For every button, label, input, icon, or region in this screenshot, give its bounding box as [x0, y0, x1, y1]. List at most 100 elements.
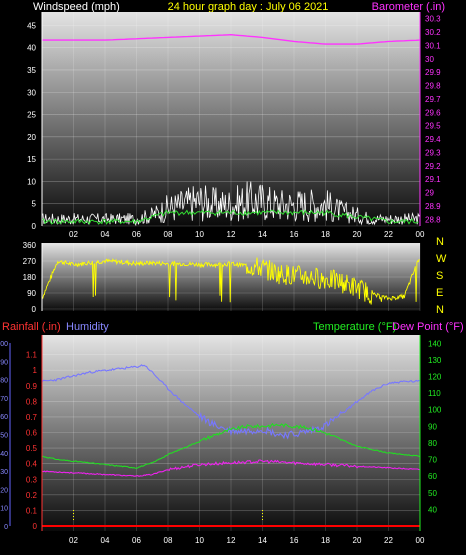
windspeed-tick-label: 5	[32, 200, 37, 209]
humidity-tick-label: 90	[0, 359, 8, 366]
time-tick-label: 02	[69, 230, 78, 239]
temp-hum-gridlines	[42, 335, 421, 531]
direction-degree-tick-labels: 0 90 180 270 360	[23, 241, 37, 314]
barometer-tick-label: 28.9	[425, 202, 441, 211]
time-tick-label: 22	[384, 230, 393, 239]
barometer-line	[42, 33, 421, 45]
time-tick-label: 06	[132, 230, 141, 239]
wind-baro-plot-area	[42, 12, 420, 226]
humidity-tick-label: 20	[0, 487, 8, 494]
windspeed-tick-label: 25	[27, 111, 36, 120]
temp-hum-series	[41, 364, 421, 527]
windspeed-tick-label: 15	[27, 155, 36, 164]
direction-tick-label: 0	[32, 305, 37, 314]
barometer-tick-label: 29.6	[425, 108, 441, 117]
temperature-tick-label: 40	[428, 505, 437, 514]
rainfall-tick-label: 1.1	[26, 351, 38, 360]
time-tick-label: 02	[69, 536, 78, 545]
time-tick-label: 04	[101, 230, 110, 239]
humidity-tick-label: 80	[0, 378, 8, 385]
rainfall-tick-label: 0.6	[26, 429, 38, 438]
temperature-tick-label: 80	[428, 439, 437, 448]
windspeed-tick-label: 10	[27, 177, 36, 186]
temperature-tick-label: 50	[428, 489, 437, 498]
windspeed-tick-label: 35	[27, 66, 36, 75]
time-tick-label: 20	[353, 230, 362, 239]
time-tick-label: 08	[164, 230, 173, 239]
wind-gust-line	[41, 181, 421, 227]
direction-tick-label: 90	[27, 289, 36, 298]
barometer-axis-title: Barometer (.in)	[372, 1, 445, 13]
barometer-tick-label: 29.3	[425, 148, 441, 157]
compass-label: W	[436, 253, 447, 265]
humidity-tick-labels: 0 10 20 30 40 50 60 70 80 90 100	[0, 341, 8, 531]
rainfall-tick-labels: 0 0.1 0.2 0.3 0.4 0.5 0.6 0.7 0.8 0.9 1 1.1	[26, 351, 38, 531]
temperature-tick-label: 110	[428, 389, 441, 398]
time-tick-label: 18	[321, 230, 330, 239]
time-tick-label: 12	[227, 230, 236, 239]
barometer-tick-label: 29.7	[425, 95, 441, 104]
rainfall-axis-title: Rainfall (.in)	[2, 321, 61, 333]
barometer-tick-label: 29	[425, 189, 434, 198]
barometer-tick-label: 28.8	[425, 215, 441, 224]
barometer-tick-label: 30.3	[425, 15, 441, 24]
windspeed-axis-title: Windspeed (mph)	[33, 1, 120, 13]
time-tick-label: 14	[258, 536, 267, 545]
rainfall-tick-label: 0.9	[26, 382, 38, 391]
humidity-tick-label: 40	[0, 451, 8, 458]
humidity-tick-label: 0	[4, 524, 8, 531]
dewpoint-axis-title: Dew Point (°F)	[392, 321, 464, 333]
rainfall-tick-label: 0.2	[26, 491, 38, 500]
humidity-tick-label: 50	[0, 433, 8, 440]
humidity-tick-label: 70	[0, 396, 8, 403]
barometer-tick-labels: 28.8 28.9 29 29.1 29.2 29.3 29.4 29.5 29.6 29.7 29…	[425, 15, 441, 225]
time-tick-label: 06	[132, 536, 141, 545]
time-tick-label: 10	[195, 230, 204, 239]
direction-tick-label: 270	[23, 257, 37, 266]
temp-hum-x-tick-labels: 02 04 06 08 10 12 14 16 18 20 22 00	[69, 536, 425, 545]
barometer-tick-label: 29.9	[425, 68, 441, 77]
temperature-tick-label: 140	[428, 339, 442, 348]
compass-label: S	[436, 270, 443, 282]
temperature-tick-label: 120	[428, 373, 442, 382]
chart-title: 24 hour graph day : July 06 2021	[168, 1, 329, 13]
humidity-tick-label: 60	[0, 414, 8, 421]
time-tick-label: 18	[321, 536, 330, 545]
temperature-tick-label: 100	[428, 406, 442, 415]
rainfall-tick-label: 0.7	[26, 413, 38, 422]
time-tick-label: 10	[195, 536, 204, 545]
windspeed-tick-label: 20	[27, 133, 36, 142]
temperature-tick-label: 90	[428, 422, 437, 431]
time-tick-label: 08	[164, 536, 173, 545]
wind-baro-x-tick-labels: 02 04 06 08 10 12 14 16 18 20 22 00	[69, 230, 425, 239]
windspeed-tick-label: 45	[27, 21, 36, 30]
barometer-tick-label: 30	[425, 55, 434, 64]
windspeed-tick-label: 30	[27, 88, 36, 97]
dewpoint-line	[41, 459, 421, 478]
humidity-tick-label: 100	[0, 341, 8, 348]
time-tick-label: 14	[258, 230, 267, 239]
time-tick-label: 00	[416, 536, 425, 545]
rainfall-tick-label: 0.5	[26, 444, 38, 453]
time-tick-label: 04	[101, 536, 110, 545]
barometer-tick-label: 29.8	[425, 82, 441, 91]
barometer-tick-label: 29.1	[425, 175, 441, 184]
humidity-line	[41, 364, 421, 440]
time-tick-label: 16	[290, 536, 299, 545]
rainfall-tick-label: 0.1	[26, 506, 38, 515]
barometer-tick-label: 29.5	[425, 122, 441, 131]
rainfall-tick-label: 1	[33, 366, 38, 375]
wind-direction-series	[41, 257, 420, 305]
temperature-line	[41, 422, 421, 469]
time-tick-label: 22	[384, 536, 393, 545]
wind-direction-gridlines	[42, 243, 421, 311]
rainfall-tick-label: 0	[33, 522, 38, 531]
barometer-tick-label: 30.2	[425, 28, 441, 37]
rainfall-tick-label: 0.3	[26, 475, 38, 484]
windspeed-tick-label: 40	[27, 44, 36, 53]
wind-baro-series	[41, 33, 421, 227]
temperature-tick-labels: 40 50 60 70 80 90 100 110 120 130 140	[428, 339, 442, 514]
barometer-tick-label: 29.2	[425, 162, 441, 171]
temperature-tick-label: 60	[428, 472, 437, 481]
